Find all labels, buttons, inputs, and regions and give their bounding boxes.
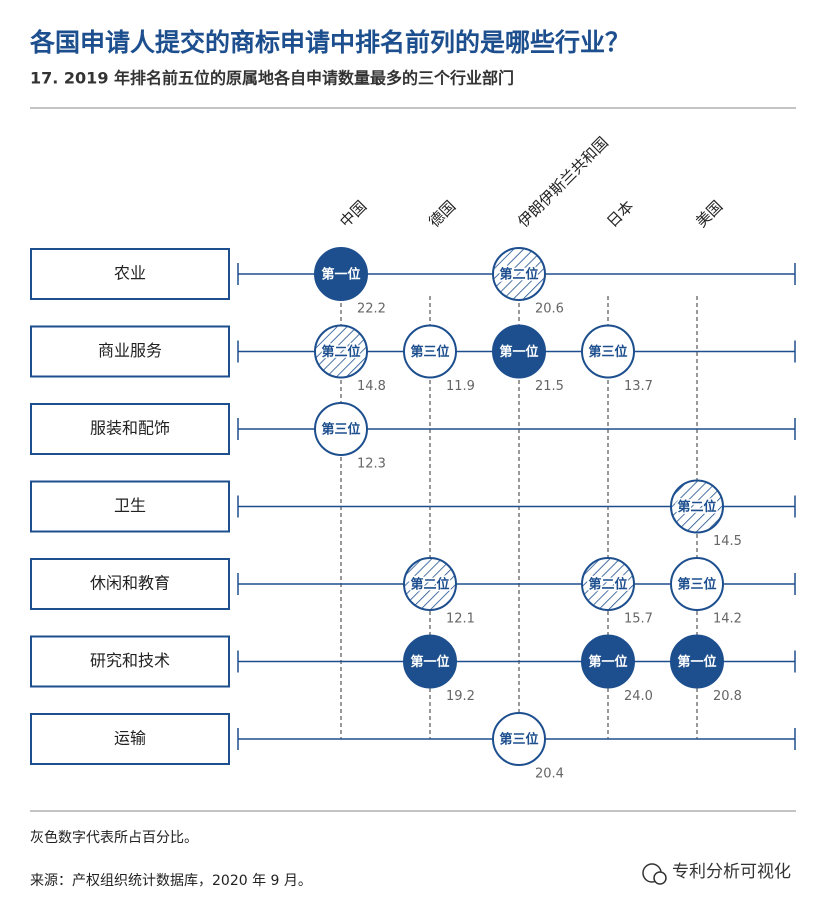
sector-label: 农业 — [114, 264, 146, 283]
rank-label: 第二位 — [677, 499, 716, 515]
value-label: 20.6 — [535, 302, 564, 317]
sector-box — [30, 248, 230, 300]
value-label: 20.8 — [713, 689, 742, 704]
rank-dot — [581, 324, 635, 379]
watermark: 专利分析可视化 — [642, 862, 791, 885]
sector-box — [30, 325, 230, 378]
rank-dot — [314, 324, 368, 379]
rank-label: 第三位 — [410, 344, 449, 360]
rank-label: 第一位 — [499, 344, 538, 360]
sector-box — [30, 558, 230, 610]
sector-box — [30, 403, 230, 455]
value-label: 12.3 — [357, 457, 386, 472]
rank-dot — [403, 557, 457, 611]
value-label: 21.5 — [535, 379, 564, 394]
value-label: 14.2 — [713, 612, 742, 627]
rank-label: 第二位 — [588, 577, 627, 593]
rank-dot — [492, 324, 546, 379]
rank-dot — [581, 634, 635, 689]
rank-dot — [314, 247, 368, 301]
rank-dot — [314, 402, 368, 456]
rank-dot — [581, 557, 635, 611]
rank-dot — [492, 712, 546, 766]
sector-label: 商业服务 — [98, 341, 162, 360]
rank-label: 第三位 — [499, 732, 538, 748]
sector-box — [30, 635, 230, 688]
column-label: 中国 — [336, 197, 370, 231]
value-label: 14.5 — [713, 534, 742, 549]
rank-label: 第二位 — [321, 344, 360, 360]
rank-dot — [403, 634, 457, 689]
value-label: 12.1 — [446, 612, 475, 627]
column-label: 美国 — [692, 197, 726, 231]
rank-label: 第二位 — [499, 267, 538, 283]
rank-dot — [403, 324, 457, 379]
rank-label: 第三位 — [588, 344, 627, 360]
value-label: 20.4 — [535, 767, 564, 782]
rank-label: 第三位 — [677, 577, 716, 593]
sector-box — [30, 713, 230, 765]
value-label: 15.7 — [624, 612, 653, 627]
rank-label: 第一位 — [321, 267, 360, 283]
rank-label: 第二位 — [410, 577, 449, 593]
value-label: 19.2 — [446, 689, 475, 704]
rank-dot — [670, 557, 724, 611]
rank-dot — [492, 247, 546, 301]
column-label: 日本 — [603, 197, 637, 231]
rank-dot — [670, 479, 724, 534]
rank-label: 第一位 — [677, 654, 716, 670]
value-label: 24.0 — [624, 689, 653, 704]
sector-box — [30, 480, 230, 533]
rank-label: 第三位 — [321, 422, 360, 438]
sector-label: 服装和配饰 — [90, 419, 170, 438]
chart-title: 各国申请人提交的商标申请中排名前列的是哪些行业？ — [29, 28, 630, 57]
value-label: 11.9 — [446, 379, 475, 394]
sector-label: 研究和技术 — [90, 651, 170, 670]
sector-label: 运输 — [114, 729, 146, 748]
value-label: 13.7 — [624, 379, 653, 394]
value-label: 14.8 — [357, 379, 386, 394]
rank-dot — [670, 634, 724, 689]
chart-subtitle: 17. 2019 年排名前五位的原属地各自申请数量最多的三个行业部门 — [30, 69, 514, 88]
note: 灰色数字代表所占百分比。 — [30, 829, 198, 846]
column-label: 德国 — [425, 197, 459, 231]
value-label: 22.2 — [357, 302, 386, 317]
source: 来源：产权组织统计数据库，2020 年 9 月。 — [30, 873, 312, 889]
sector-label: 休闲和教育 — [90, 574, 170, 593]
column-label: 伊朗伊斯兰共和国 — [514, 133, 612, 231]
watermark-text: 专利分析可视化 — [672, 862, 791, 882]
sector-label: 卫生 — [114, 496, 146, 515]
rank-label: 第一位 — [588, 654, 627, 670]
rank-label: 第一位 — [410, 654, 449, 670]
